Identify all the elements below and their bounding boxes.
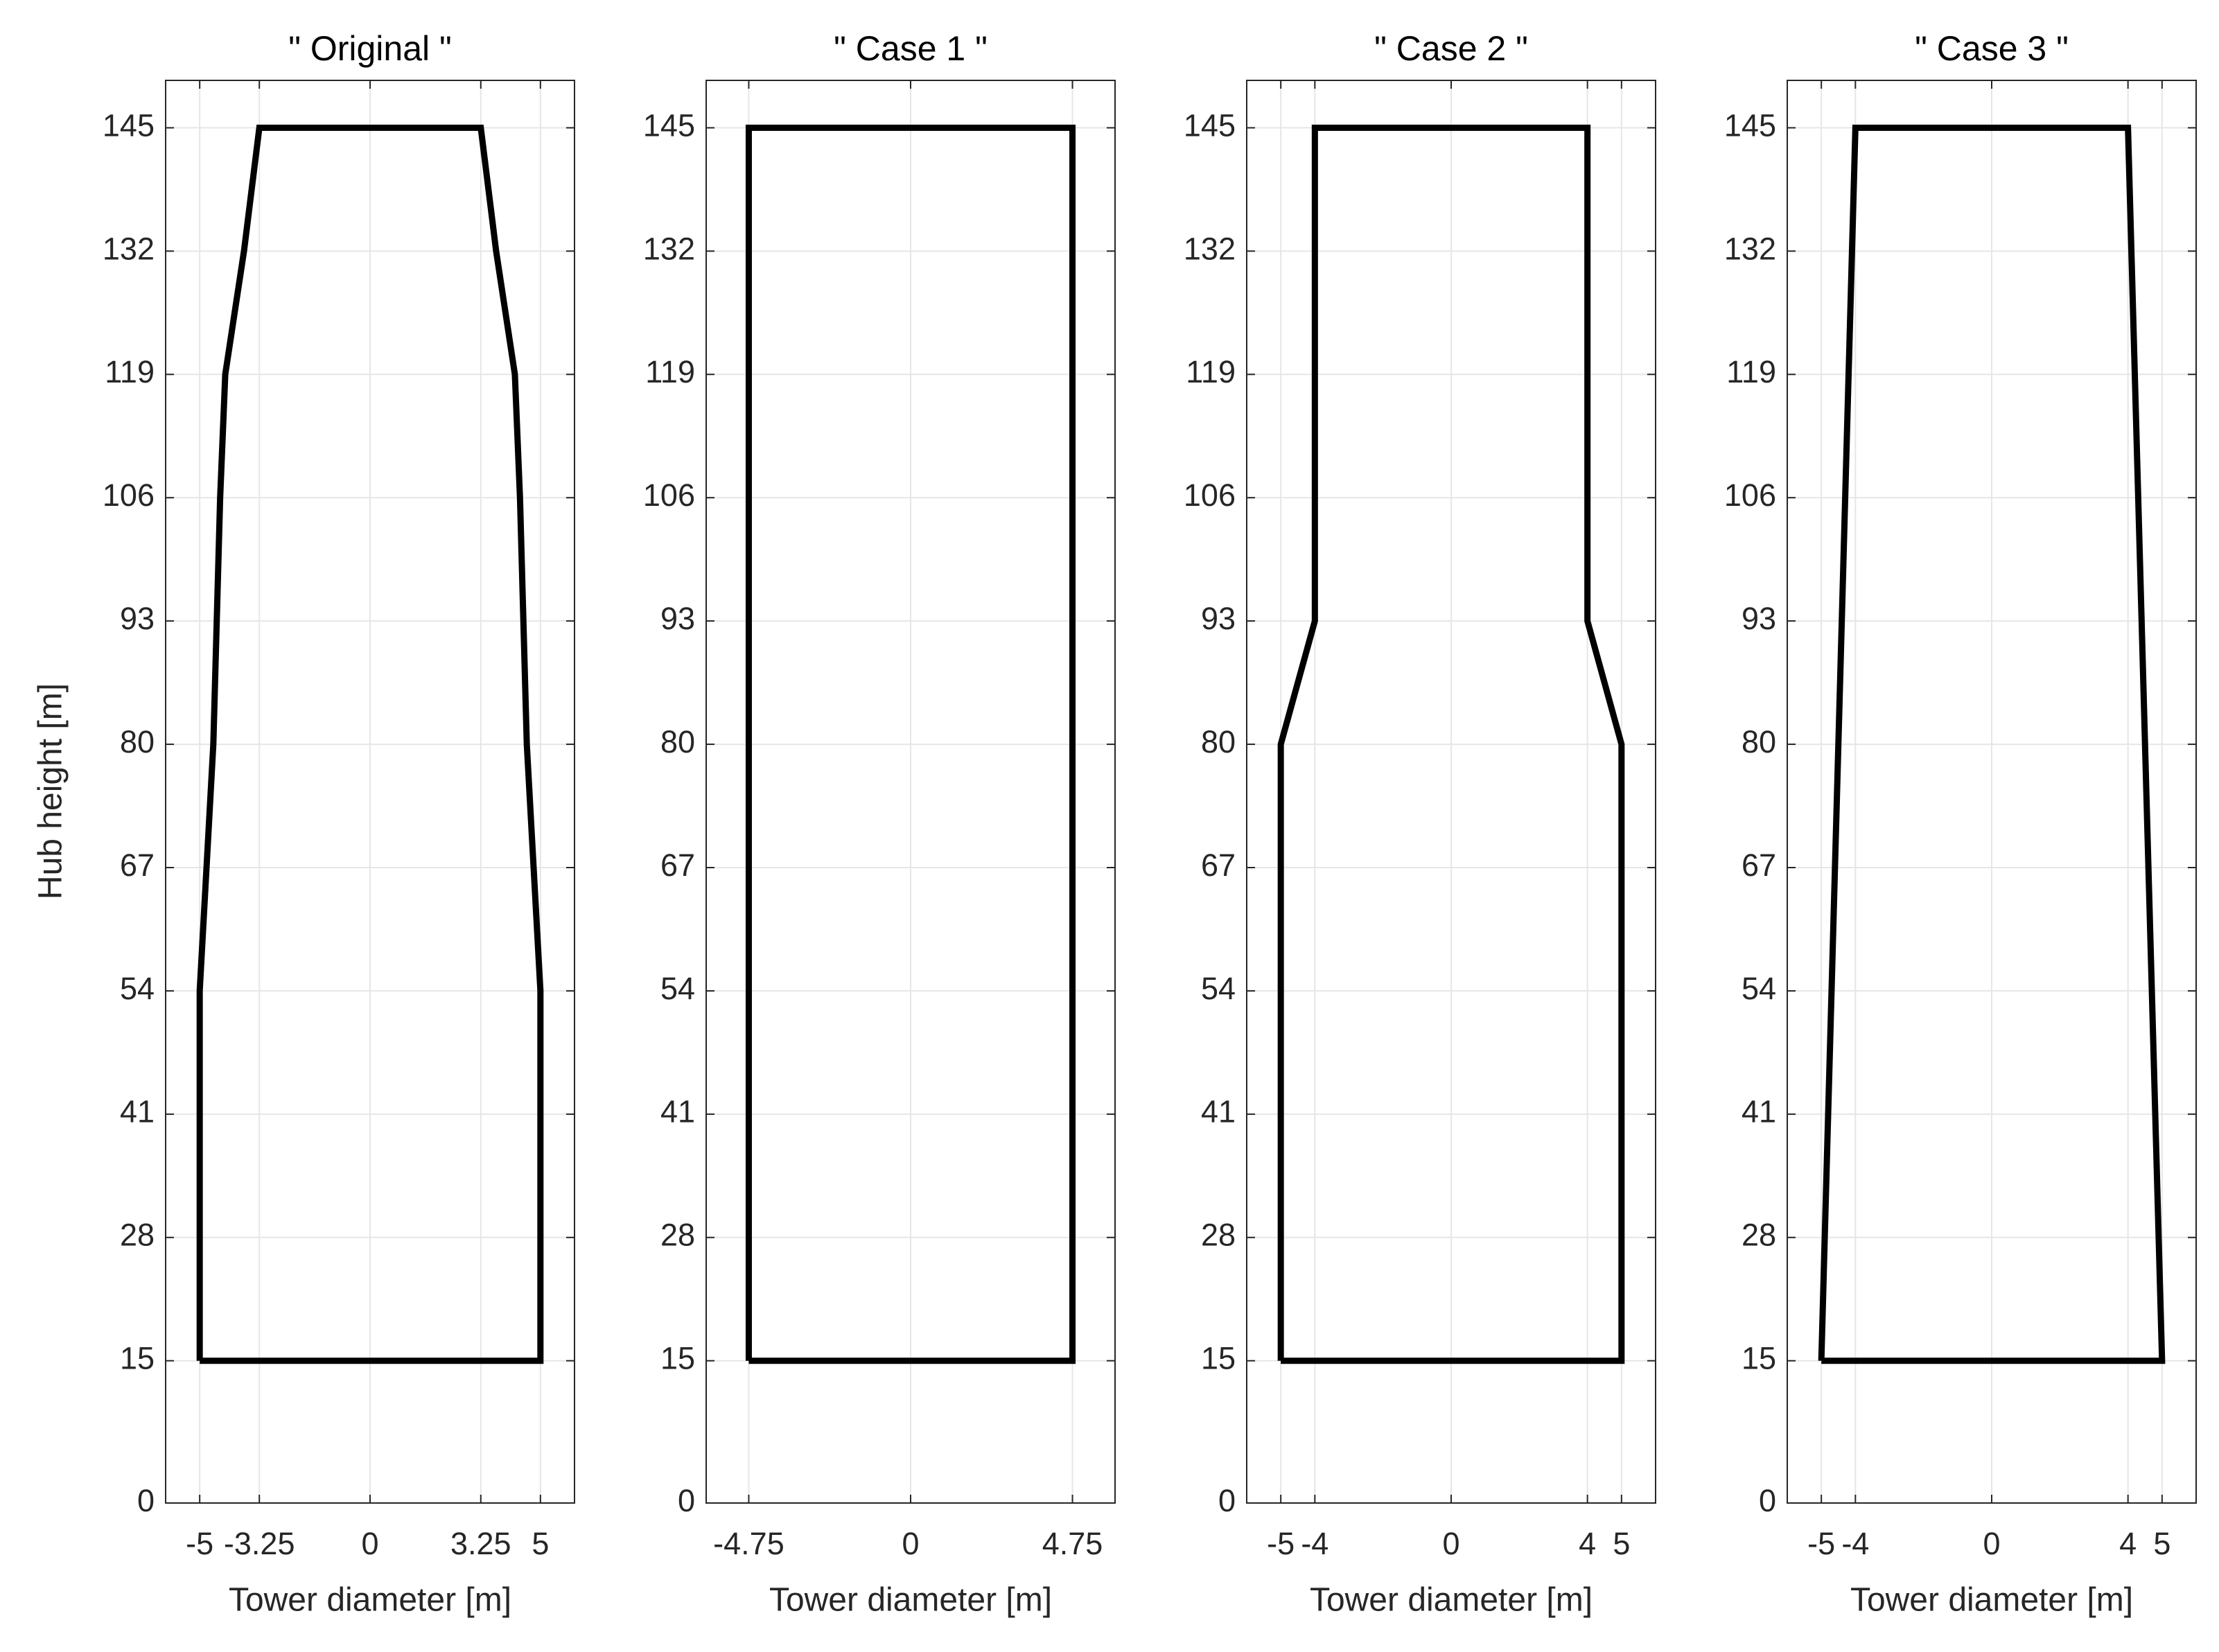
y-tick-label: 145	[103, 107, 155, 143]
axes-box	[165, 80, 575, 1504]
y-tick-label: 0	[1759, 1483, 1776, 1518]
x-axis-label: Tower diameter [m]	[1310, 1582, 1593, 1619]
x-tick-label: 5	[532, 1526, 549, 1561]
y-tick-label: 106	[643, 477, 695, 513]
x-tick-label: 0	[1983, 1526, 2000, 1561]
y-tick-label: 28	[120, 1218, 155, 1253]
x-tick-label: 4	[1579, 1526, 1596, 1561]
x-tick-label: -3.25	[224, 1526, 295, 1561]
axes-box	[1246, 80, 1656, 1504]
x-tick-label: -5	[186, 1526, 213, 1561]
y-tick-label: 67	[120, 847, 155, 883]
y-tick-label: 80	[120, 724, 155, 759]
x-tick-label: 4	[2119, 1526, 2137, 1561]
chart-title: " Case 1 "	[834, 29, 988, 68]
x-tick-label: 0	[902, 1526, 919, 1561]
y-tick-label: 15	[660, 1341, 695, 1376]
x-tick-label: -4	[1841, 1526, 1869, 1561]
y-tick-label: 80	[1201, 724, 1236, 759]
y-tick-label: 80	[1742, 724, 1776, 759]
x-tick-label: -4.75	[713, 1526, 784, 1561]
y-tick-label: 54	[1742, 971, 1776, 1006]
y-tick-label: 54	[120, 971, 155, 1006]
y-tick-label: 15	[1201, 1341, 1236, 1376]
y-tick-label: 93	[1742, 601, 1776, 636]
x-tick-label: 0	[361, 1526, 378, 1561]
y-tick-label: 80	[660, 724, 695, 759]
x-axis-label: Tower diameter [m]	[769, 1582, 1052, 1619]
y-tick-label: 41	[1201, 1094, 1236, 1130]
tower-profile	[1818, 124, 2166, 1364]
x-tick-label: 4.75	[1042, 1526, 1103, 1561]
y-tick-label: 93	[660, 601, 695, 636]
y-tick-label: 28	[1201, 1218, 1236, 1253]
y-axis-label: Hub height [m]	[33, 683, 69, 899]
y-tick-label: 119	[1726, 354, 1776, 389]
y-tick-label: 0	[137, 1483, 155, 1518]
tower-profile	[1277, 124, 1625, 1364]
y-tick-label: 119	[1186, 354, 1236, 389]
y-tick-label: 67	[660, 847, 695, 883]
y-tick-label: 93	[1201, 601, 1236, 636]
axes-box	[1787, 80, 2197, 1504]
y-tick-label: 106	[1184, 477, 1236, 513]
x-axis-label: Tower diameter [m]	[229, 1582, 511, 1619]
y-tick-label: 15	[120, 1341, 155, 1376]
x-tick-label: 0	[1442, 1526, 1459, 1561]
y-tick-label: 15	[1742, 1341, 1776, 1376]
y-tick-label: 67	[1742, 847, 1776, 883]
y-tick-label: 41	[120, 1094, 155, 1130]
x-tick-label: 3.25	[450, 1526, 511, 1561]
y-tick-label: 0	[678, 1483, 695, 1518]
y-tick-label: 132	[103, 231, 155, 266]
y-tick-label: 132	[643, 231, 695, 266]
y-tick-label: 28	[660, 1218, 695, 1253]
chart-title: " Original "	[288, 29, 452, 68]
y-tick-label: 132	[1184, 231, 1236, 266]
y-tick-label: 106	[103, 477, 155, 513]
y-tick-label: 119	[105, 354, 155, 389]
chart-title: " Case 3 "	[1915, 29, 2069, 68]
tower-profile	[745, 124, 1076, 1364]
tower-profile	[196, 124, 544, 1364]
y-tick-label: 106	[1724, 477, 1776, 513]
y-tick-label: 119	[645, 354, 695, 389]
y-tick-label: 145	[1184, 107, 1236, 143]
chart-title: " Case 2 "	[1374, 29, 1528, 68]
x-tick-label: 5	[1613, 1526, 1630, 1561]
y-tick-label: 41	[1742, 1094, 1776, 1130]
x-tick-label: 5	[2153, 1526, 2170, 1561]
y-tick-label: 93	[120, 601, 155, 636]
y-tick-label: 54	[660, 971, 695, 1006]
x-axis-label: Tower diameter [m]	[1850, 1582, 2133, 1619]
x-tick-label: -4	[1301, 1526, 1328, 1561]
y-tick-label: 41	[660, 1094, 695, 1130]
axes-box	[705, 80, 1116, 1504]
y-tick-label: 54	[1201, 971, 1236, 1006]
y-tick-label: 145	[643, 107, 695, 143]
y-tick-label: 132	[1724, 231, 1776, 266]
y-tick-label: 67	[1201, 847, 1236, 883]
x-tick-label: -5	[1807, 1526, 1835, 1561]
y-tick-label: 145	[1724, 107, 1776, 143]
x-tick-label: -5	[1267, 1526, 1295, 1561]
y-tick-label: 28	[1742, 1218, 1776, 1253]
y-tick-label: 0	[1218, 1483, 1236, 1518]
